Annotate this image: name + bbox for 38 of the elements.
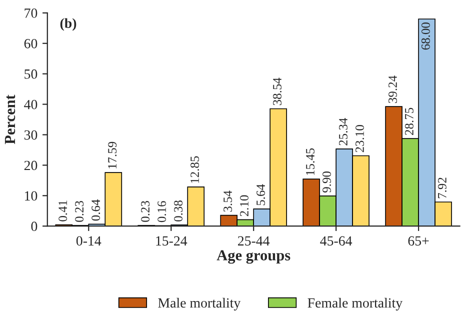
y-axis-title: Percent bbox=[4, 94, 16, 144]
data-label: 0.38 bbox=[174, 200, 183, 222]
x-axis-title: Age groups bbox=[216, 250, 290, 264]
annotation: (b) bbox=[60, 18, 76, 31]
data-label: 5.64 bbox=[256, 184, 266, 206]
data-label: 0.23 bbox=[141, 200, 150, 222]
data-label: 38.54 bbox=[273, 78, 282, 106]
y-tick-label: 0 bbox=[31, 222, 38, 232]
y-tick-label: 40 bbox=[24, 100, 38, 110]
x-tick-label: 45-64 bbox=[320, 236, 352, 246]
data-label: 7.92 bbox=[438, 178, 446, 198]
data-label: 25.34 bbox=[339, 118, 348, 146]
y-tick-label: 50 bbox=[24, 69, 38, 79]
data-label: 0.64 bbox=[92, 199, 100, 221]
data-label: 12.85 bbox=[190, 156, 200, 183]
x-tick-label: 0-14 bbox=[76, 236, 102, 246]
data-label: 3.54 bbox=[224, 190, 232, 212]
x-tick-label: 25-44 bbox=[238, 236, 270, 246]
data-label: 15.45 bbox=[306, 148, 315, 175]
data-label: 0.23 bbox=[75, 200, 84, 222]
y-tick-label: 10 bbox=[25, 191, 38, 201]
x-tick-label: 15-24 bbox=[156, 236, 188, 246]
data-label: 0.41 bbox=[58, 200, 68, 222]
y-tick-label: 60 bbox=[24, 38, 38, 48]
data-label: 17.59 bbox=[108, 142, 117, 168]
legend-label: Male mortality bbox=[158, 298, 241, 310]
data-label: 0.16 bbox=[158, 201, 166, 222]
y-tick-label: 70 bbox=[24, 8, 38, 18]
data-label: 28.75 bbox=[404, 108, 414, 135]
legend-label: Female mortality bbox=[308, 298, 403, 310]
data-label: 9.90 bbox=[322, 172, 331, 192]
y-tick-label: 30 bbox=[24, 130, 38, 140]
data-label: 68.00 bbox=[421, 22, 430, 50]
data-label: 2.10 bbox=[240, 195, 249, 216]
y-tick-label: 20 bbox=[24, 160, 38, 170]
data-label: 23.10 bbox=[356, 125, 364, 152]
data-label: 39.24 bbox=[388, 76, 397, 103]
x-tick-label: 65+ bbox=[408, 236, 429, 246]
